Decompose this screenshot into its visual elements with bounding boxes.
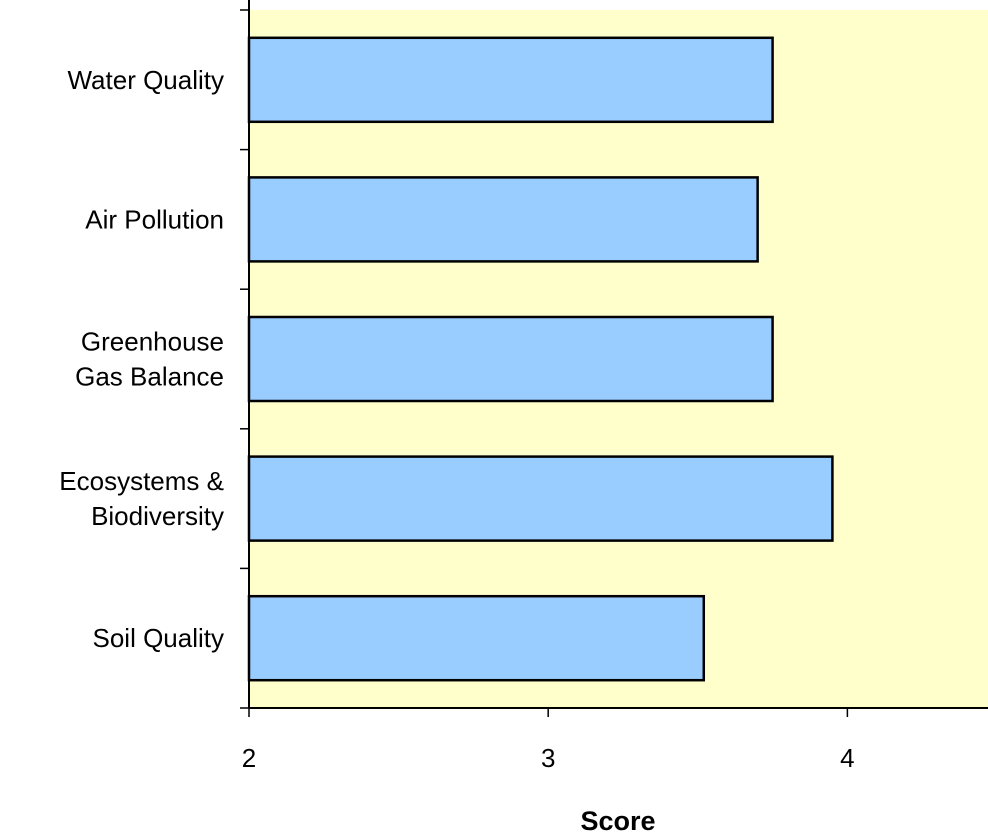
bar-4 — [247, 594, 706, 682]
x-tick-label-0: 2 — [242, 743, 256, 773]
bar-2 — [247, 315, 774, 403]
category-label-3: Ecosystems & Biodiversity — [59, 466, 224, 531]
bar-3 — [247, 455, 834, 542]
category-label-0: Water Quality — [67, 65, 224, 95]
category-label-2: Greenhouse Gas Balance — [75, 327, 224, 392]
bars-group — [247, 36, 834, 682]
bar-1 — [247, 176, 759, 263]
category-label-4: Soil Quality — [93, 623, 225, 653]
x-axis-title: Score — [580, 806, 655, 836]
x-tick-labels: 2 3 4 — [242, 743, 855, 773]
axes-group — [240, 0, 988, 717]
category-label-1: Air Pollution — [85, 204, 224, 234]
x-tick-label-2: 4 — [840, 743, 854, 773]
x-tick-label-1: 3 — [541, 743, 555, 773]
category-labels: Water Quality Air Pollution Greenhouse Gas … — [59, 65, 224, 653]
bar-0 — [247, 36, 774, 124]
